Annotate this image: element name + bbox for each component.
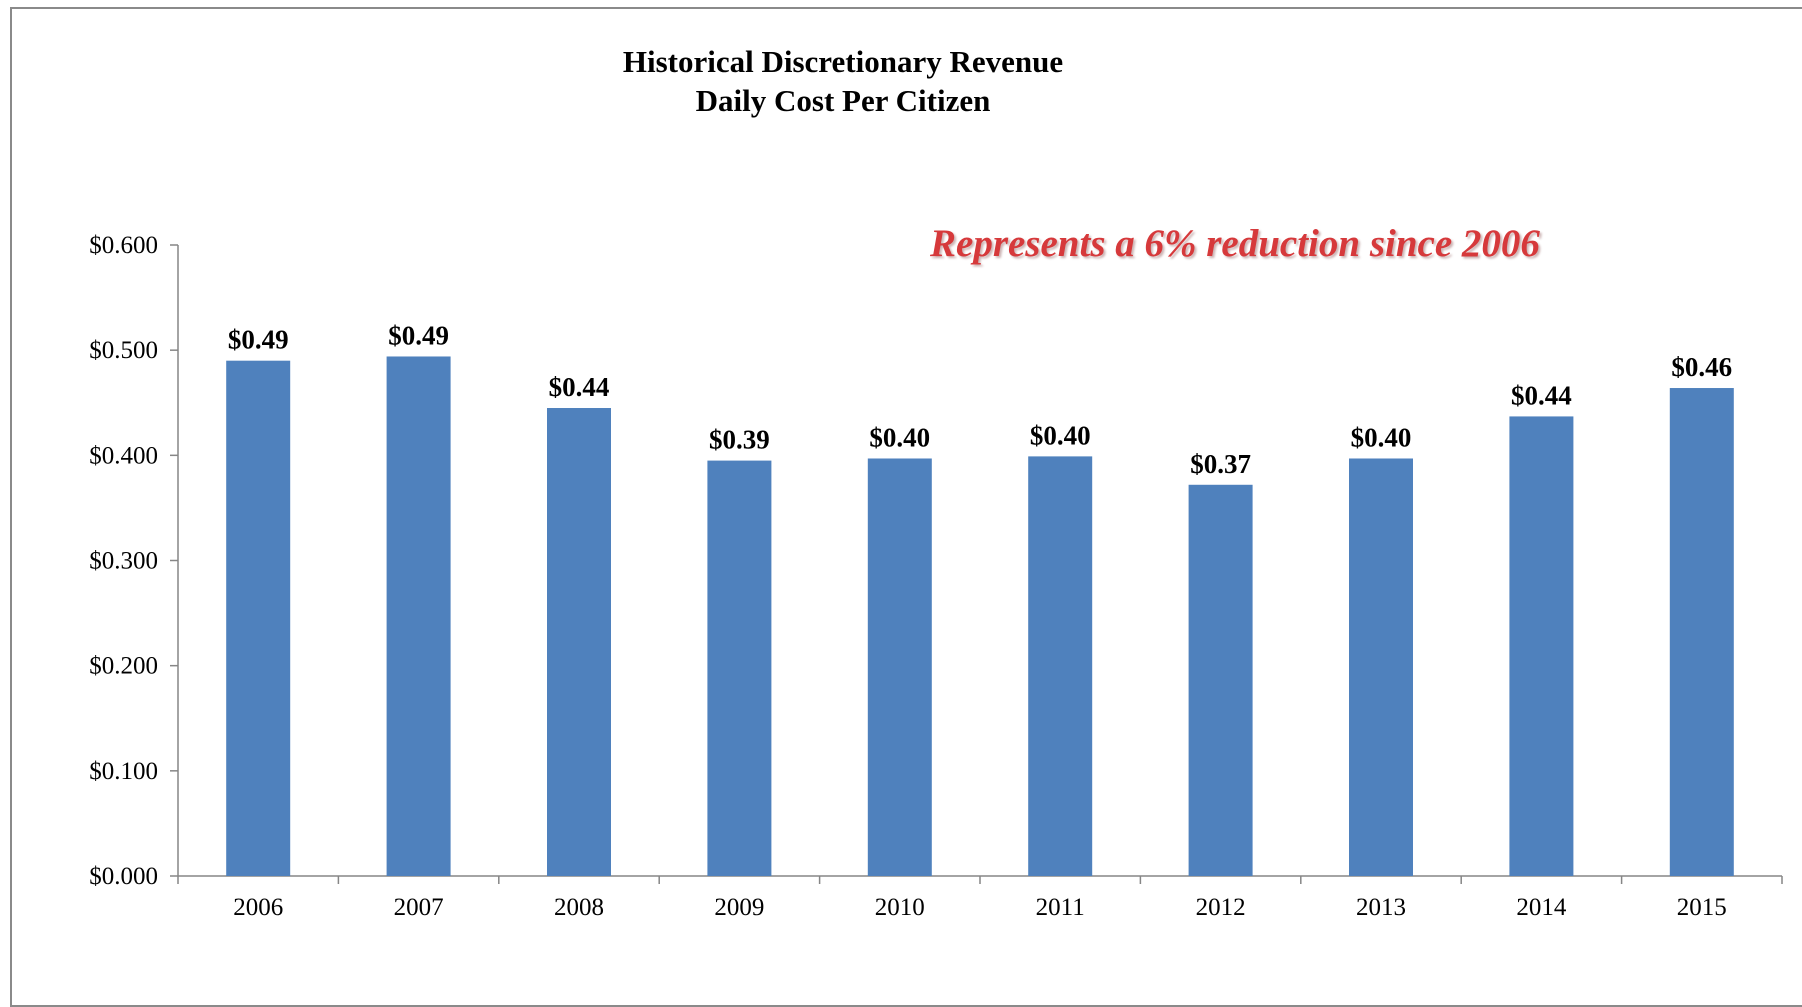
bar (1349, 458, 1413, 876)
x-tick-label: 2013 (1356, 894, 1406, 921)
y-tick-label: $0.200 (89, 653, 158, 680)
x-tick-label: 2009 (714, 894, 764, 921)
chart-annotation: Represents a 6% reduction since 2006 (930, 222, 1540, 265)
y-axis: $0.000 $0.100 $0.200 $0.300 $0.400 $0.500 $0.6… (89, 232, 179, 890)
y-tick-label: $0.400 (89, 442, 158, 469)
bar (1669, 388, 1734, 876)
data-label: $0.49 (388, 320, 449, 350)
data-label: $0.40 (869, 422, 930, 452)
bar (707, 460, 772, 876)
bar (1028, 456, 1093, 876)
x-tick-label: 2007 (394, 894, 444, 921)
bar (547, 408, 611, 876)
data-label: $0.39 (709, 425, 770, 455)
bar (386, 356, 451, 876)
x-tick-label: 2008 (554, 894, 604, 921)
bar (226, 360, 291, 876)
bar (1188, 484, 1253, 876)
data-label: $0.37 (1190, 449, 1251, 479)
y-tick-label: $0.300 (89, 548, 158, 575)
data-label: $0.40 (1030, 420, 1091, 450)
x-tick-label: 2010 (875, 894, 925, 921)
data-label: $0.44 (1511, 380, 1572, 410)
x-axis: 2006 2007 2008 2009 2010 2011 2012 2013 2014 2015 (177, 875, 1783, 921)
x-tick-label: 2014 (1516, 894, 1567, 921)
x-tick-label: 2011 (1036, 894, 1085, 921)
chart-title: Historical Discretionary Revenue (622, 44, 1064, 79)
data-label: $0.40 (1351, 422, 1412, 452)
chart-title-block: Historical Discretionary Revenue Daily C… (0, 42, 1686, 120)
y-tick-label: $0.500 (89, 337, 158, 364)
bar (1509, 416, 1574, 876)
chart-subtitle: Daily Cost Per Citizen (695, 83, 991, 118)
bar (867, 458, 932, 876)
bars (226, 356, 1734, 876)
data-label: $0.46 (1671, 352, 1732, 382)
y-tick-label: $0.600 (89, 232, 158, 259)
data-label: $0.44 (549, 372, 610, 402)
x-tick-label: 2006 (233, 894, 283, 921)
y-tick-label: $0.100 (89, 758, 158, 785)
x-tick-label: 2012 (1196, 894, 1246, 921)
data-label: $0.49 (228, 325, 289, 355)
data-labels: $0.49 $0.49 $0.44 $0.39 $0.40 $0.40 $0.37 $0.40… (228, 320, 1732, 478)
x-tick-label: 2015 (1677, 894, 1727, 921)
y-tick-label: $0.000 (89, 863, 158, 890)
